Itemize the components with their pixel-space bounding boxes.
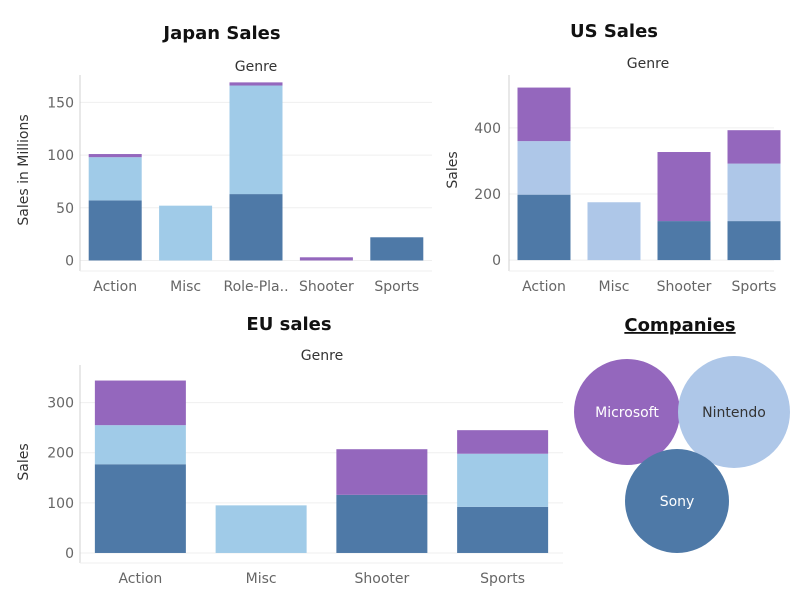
bar-segment-microsoft[interactable] <box>94 380 186 426</box>
y-tick-label: 200 <box>47 446 74 462</box>
eu-sales-chart: EU sales Genre Sales 0 100 200 300 Action Mis… <box>16 314 563 587</box>
bar-segment-microsoft[interactable] <box>229 82 283 86</box>
y-axis-label: Sales <box>16 443 32 480</box>
nintendo-bubble[interactable] <box>678 356 790 468</box>
bar-segment-sony[interactable] <box>88 200 142 261</box>
y-tick-label: 300 <box>47 396 74 412</box>
bar-segment-sony[interactable] <box>94 464 186 553</box>
bar-segment-sony[interactable] <box>517 194 571 261</box>
bar-segment-sony[interactable] <box>336 494 428 553</box>
x-tick-label: Sports <box>480 571 525 587</box>
x-tick-label: Sports <box>374 279 419 295</box>
bar-segment-sony[interactable] <box>370 237 424 261</box>
bar-segment-nintendo[interactable] <box>587 202 641 261</box>
bar-segment-sony[interactable] <box>727 221 781 261</box>
bar-segment-microsoft[interactable] <box>657 152 711 222</box>
bar-segment-microsoft[interactable] <box>88 154 142 158</box>
y-tick-label: 100 <box>47 148 74 164</box>
x-tick-label: Shooter <box>299 279 354 295</box>
bar-segment-nintendo[interactable] <box>159 205 213 261</box>
bar-segment-nintendo[interactable] <box>88 157 142 201</box>
chart-subtitle: Genre <box>301 348 343 364</box>
bar-segment-sony[interactable] <box>457 506 549 553</box>
bar-segment-nintendo[interactable] <box>727 163 781 222</box>
chart-subtitle: Genre <box>235 59 277 75</box>
chart-title: EU sales <box>246 314 331 335</box>
bar-segment-nintendo[interactable] <box>94 425 186 465</box>
x-tick-label: Action <box>522 279 566 295</box>
y-tick-label: 400 <box>474 121 501 137</box>
legend-title: Companies <box>624 315 735 336</box>
bar-segment-microsoft[interactable] <box>517 87 571 142</box>
y-axis-label: Sales in Millions <box>16 114 32 225</box>
x-tick-label: Sports <box>732 279 777 295</box>
bar-segment-sony[interactable] <box>229 194 283 261</box>
x-tick-label: Misc <box>170 279 201 295</box>
y-tick-label: 0 <box>65 546 74 562</box>
bar-segment-sony[interactable] <box>657 221 711 261</box>
bar-segment-nintendo[interactable] <box>229 85 283 195</box>
y-tick-label: 50 <box>56 201 74 217</box>
bar-segment-nintendo[interactable] <box>517 141 571 195</box>
y-tick-label: 200 <box>474 187 501 203</box>
legend-label-microsoft: Microsoft <box>595 405 659 421</box>
legend-label-nintendo: Nintendo <box>702 405 766 421</box>
x-tick-label: Shooter <box>657 279 712 295</box>
x-tick-label: Misc <box>246 571 277 587</box>
x-tick-label: Misc <box>599 279 630 295</box>
bar-segment-nintendo[interactable] <box>457 453 549 507</box>
japan-sales-chart: Japan Sales Genre Sales in Millions 0 50 1… <box>16 23 432 295</box>
x-tick-label: Action <box>118 571 162 587</box>
bar-segment-microsoft[interactable] <box>336 449 428 495</box>
y-tick-label: 0 <box>492 253 501 269</box>
y-axis-label: Sales <box>445 151 461 188</box>
sony-bubble[interactable] <box>625 449 729 553</box>
y-tick-label: 150 <box>47 95 74 111</box>
legend-item-sony[interactable]: Sony <box>625 449 729 553</box>
legend-item-microsoft[interactable]: Microsoft <box>574 359 680 465</box>
y-tick-label: 100 <box>47 496 74 512</box>
bar-segment-microsoft[interactable] <box>727 130 781 164</box>
bar-segment-microsoft[interactable] <box>457 430 549 454</box>
bar-segment-microsoft[interactable] <box>299 257 353 261</box>
legend-item-nintendo[interactable]: Nintendo <box>678 356 790 468</box>
legend-label-sony: Sony <box>660 494 695 510</box>
us-sales-chart: US Sales Genre Sales 0 200 400 Action Misc Sh… <box>445 21 781 295</box>
chart-title: US Sales <box>570 21 658 42</box>
x-tick-label: Action <box>93 279 137 295</box>
y-tick-label: 0 <box>65 253 74 269</box>
x-tick-label: Role-Pla.. <box>223 279 288 295</box>
companies-legend: Companies Microsoft Nintendo Sony <box>574 315 790 553</box>
chart-title: Japan Sales <box>161 23 280 44</box>
chart-subtitle: Genre <box>627 56 669 72</box>
x-tick-label: Shooter <box>355 571 410 587</box>
microsoft-bubble[interactable] <box>574 359 680 465</box>
bar-segment-nintendo[interactable] <box>215 505 307 553</box>
